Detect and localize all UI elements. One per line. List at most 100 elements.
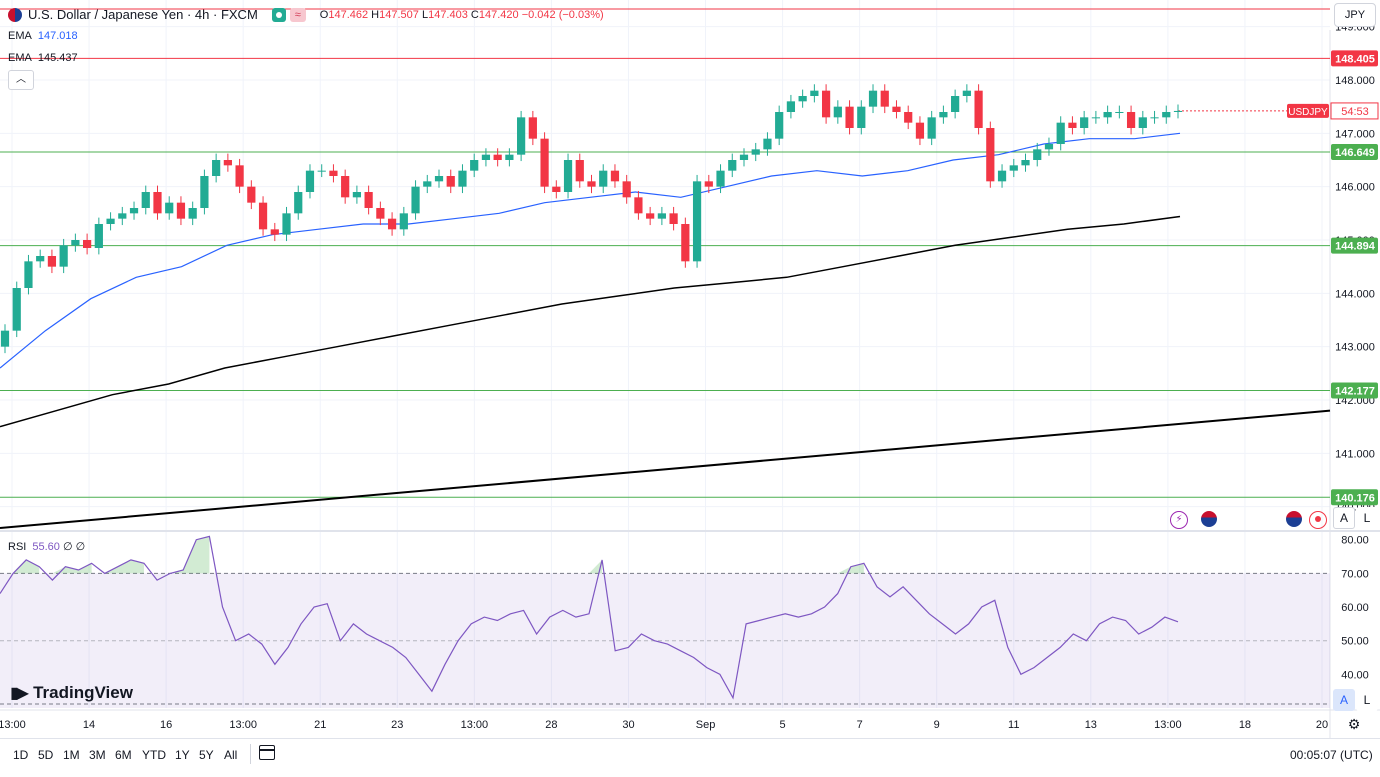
candle-body bbox=[880, 90, 889, 107]
candle-body bbox=[1009, 165, 1018, 171]
rsi-overbought-fill bbox=[850, 563, 864, 574]
candle-body bbox=[423, 181, 432, 187]
ema-fast-legend[interactable]: EMA 147.018 bbox=[8, 30, 78, 42]
candle-body bbox=[610, 170, 620, 182]
timeframe-all[interactable]: All bbox=[224, 748, 238, 762]
time-tick-label: 18 bbox=[1239, 719, 1251, 731]
time-tick-label: 28 bbox=[545, 719, 557, 731]
candle-body bbox=[1162, 112, 1171, 118]
utc-clock[interactable]: 00:05:07 (UTC) bbox=[1290, 748, 1373, 762]
trendline bbox=[0, 409, 1331, 529]
candle-body bbox=[646, 213, 655, 219]
candle-body bbox=[223, 160, 232, 166]
candle-body bbox=[71, 240, 80, 246]
auto-scale-button[interactable]: A bbox=[1333, 507, 1355, 529]
candle-body bbox=[599, 170, 608, 187]
timeframe-5y[interactable]: 5Y bbox=[199, 748, 214, 762]
rsi-log-scale-button[interactable]: L bbox=[1356, 689, 1378, 711]
symbol-title[interactable]: U.S. Dollar / Japanese Yen · 4h · FXCM bbox=[28, 7, 258, 22]
rsi-legend[interactable]: RSI 55.60 ∅ ∅ bbox=[8, 541, 86, 553]
candle-body bbox=[704, 181, 713, 187]
record-icon[interactable] bbox=[1309, 511, 1327, 529]
flag-usd-jpy-icon bbox=[8, 7, 22, 22]
candle-body bbox=[470, 160, 479, 171]
market-open-icon[interactable] bbox=[271, 7, 286, 22]
candle-body bbox=[763, 138, 772, 150]
candle-body bbox=[376, 208, 385, 219]
candle-body bbox=[59, 245, 68, 267]
time-tick-label: 7 bbox=[857, 719, 863, 731]
candle-body bbox=[270, 229, 279, 235]
timeframe-3m[interactable]: 3M bbox=[89, 748, 106, 762]
symbol-tag bbox=[1287, 103, 1329, 118]
rsi-line bbox=[0, 535, 1179, 700]
currency-button[interactable]: JPY bbox=[1334, 3, 1376, 27]
level-price-tag bbox=[1331, 237, 1378, 254]
candle-body bbox=[1080, 117, 1089, 128]
candle-body bbox=[986, 128, 995, 182]
candle-body bbox=[563, 160, 573, 192]
level-price-label: 140.176 bbox=[1335, 492, 1375, 504]
ohlc-readout: O147.462 H147.507 L147.403 C147.420 −0.0… bbox=[319, 8, 604, 21]
wave-icon[interactable]: ≈ bbox=[289, 7, 306, 22]
gear-icon[interactable]: ⚙ bbox=[1347, 716, 1361, 732]
candle-body bbox=[669, 213, 678, 224]
level-price-label: 148.405 bbox=[1335, 53, 1375, 65]
price-tick-label: 149.000 bbox=[1335, 22, 1375, 34]
candle-body bbox=[1126, 112, 1136, 128]
level-price-tag bbox=[1331, 382, 1378, 399]
candle-body bbox=[517, 117, 526, 155]
time-tick-label: 11 bbox=[1008, 719, 1019, 731]
candle-body bbox=[692, 181, 702, 262]
candle-body bbox=[47, 256, 57, 267]
lightning-icon[interactable]: ⚡ bbox=[1170, 511, 1188, 529]
timeframe-1m[interactable]: 1M bbox=[63, 748, 80, 762]
candle-body bbox=[411, 186, 420, 214]
candle-body bbox=[1103, 112, 1112, 118]
ema-slow-legend[interactable]: EMA 145.437 bbox=[8, 52, 78, 64]
candle-body bbox=[775, 112, 784, 139]
candle-body bbox=[915, 122, 925, 139]
timeframe-5d[interactable]: 5D bbox=[38, 748, 54, 762]
time-tick-label: 9 bbox=[934, 719, 940, 731]
rsi-overbought-fill bbox=[26, 559, 40, 574]
candle-body bbox=[857, 106, 866, 128]
timeframe-ytd[interactable]: YTD bbox=[142, 748, 166, 762]
countdown-label: 54:53 bbox=[1341, 106, 1369, 118]
countdown-tag bbox=[1330, 102, 1379, 120]
candle-body bbox=[165, 202, 174, 214]
time-tick-label: 13:00 bbox=[229, 719, 257, 731]
timeframe-1d[interactable]: 1D bbox=[13, 748, 29, 762]
candle-body bbox=[974, 90, 983, 128]
candle-body bbox=[798, 96, 807, 102]
candle-body bbox=[188, 208, 197, 219]
time-tick-label: Sep bbox=[696, 719, 716, 731]
time-tick-label: 23 bbox=[391, 719, 403, 731]
price-tick-label: 147.000 bbox=[1335, 128, 1375, 140]
time-tick-label: 5 bbox=[780, 719, 786, 731]
timeframe-1y[interactable]: 1Y bbox=[175, 748, 190, 762]
log-scale-button[interactable]: L bbox=[1356, 507, 1378, 529]
bottom-toolbar bbox=[0, 738, 1380, 777]
candle-body bbox=[258, 202, 268, 230]
candle-body bbox=[305, 170, 315, 192]
tradingview-logo[interactable]: ▮▶ TradingView bbox=[10, 683, 133, 702]
chart-header: U.S. Dollar / Japanese Yen · 4h · FXCM ≈… bbox=[8, 7, 604, 22]
rsi-auto-scale-button[interactable]: A bbox=[1333, 689, 1355, 711]
candle-body bbox=[505, 154, 514, 160]
candle-body bbox=[1091, 117, 1100, 119]
flag-us-icon[interactable] bbox=[1286, 511, 1302, 527]
chevron-up-icon[interactable]: ︿ bbox=[8, 70, 34, 90]
candle-body bbox=[810, 90, 819, 96]
timeframe-6m[interactable]: 6M bbox=[115, 748, 132, 762]
calendar-icon[interactable] bbox=[259, 745, 275, 760]
candle-body bbox=[552, 186, 561, 192]
candle-body bbox=[821, 90, 831, 118]
candle-body bbox=[141, 192, 150, 208]
candle-body bbox=[634, 197, 643, 214]
rsi-overbought-fill bbox=[65, 566, 79, 574]
time-tick-label: 13:00 bbox=[1154, 719, 1182, 731]
flag-us-icon[interactable] bbox=[1201, 511, 1217, 527]
price-tick-label: 144.000 bbox=[1335, 288, 1375, 300]
